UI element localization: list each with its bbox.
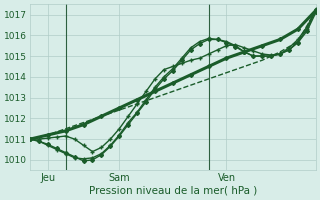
X-axis label: Pression niveau de la mer( hPa ): Pression niveau de la mer( hPa ) (89, 186, 257, 196)
